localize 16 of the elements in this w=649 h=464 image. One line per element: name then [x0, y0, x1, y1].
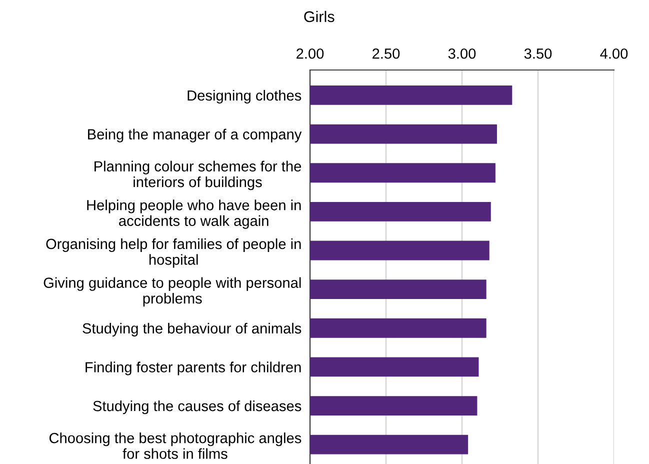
x-tick-label: 2.00	[296, 48, 324, 59]
y-tick-label: Studying the behaviour of animals	[82, 322, 302, 336]
chart-title: Girls	[304, 10, 334, 22]
y-tick-label: Studying the causes of diseases	[93, 400, 302, 414]
x-tick-label: 4.00	[600, 48, 628, 59]
y-tick-label: Being the manager of a company	[88, 128, 302, 142]
x-tick-label: 2.50	[372, 48, 400, 59]
y-tick-label: Planning colour schemes for the interiors of buildings	[94, 160, 302, 190]
y-tick-label: Designing clothes	[188, 90, 302, 104]
y-tick-label: Giving guidance to people with personal problems	[44, 277, 301, 307]
y-tick-label: Helping people who have been in accidents to walk again	[87, 200, 301, 229]
y-tick-label: Choosing the best photographic angles for shots in films	[49, 432, 302, 459]
x-tick-label: 3.00	[448, 48, 476, 59]
y-tick-label: Organising help for families of people in hospital	[46, 238, 301, 268]
y-tick-label: Finding foster parents for children	[86, 362, 301, 376]
x-tick-label: 3.50	[524, 48, 552, 59]
